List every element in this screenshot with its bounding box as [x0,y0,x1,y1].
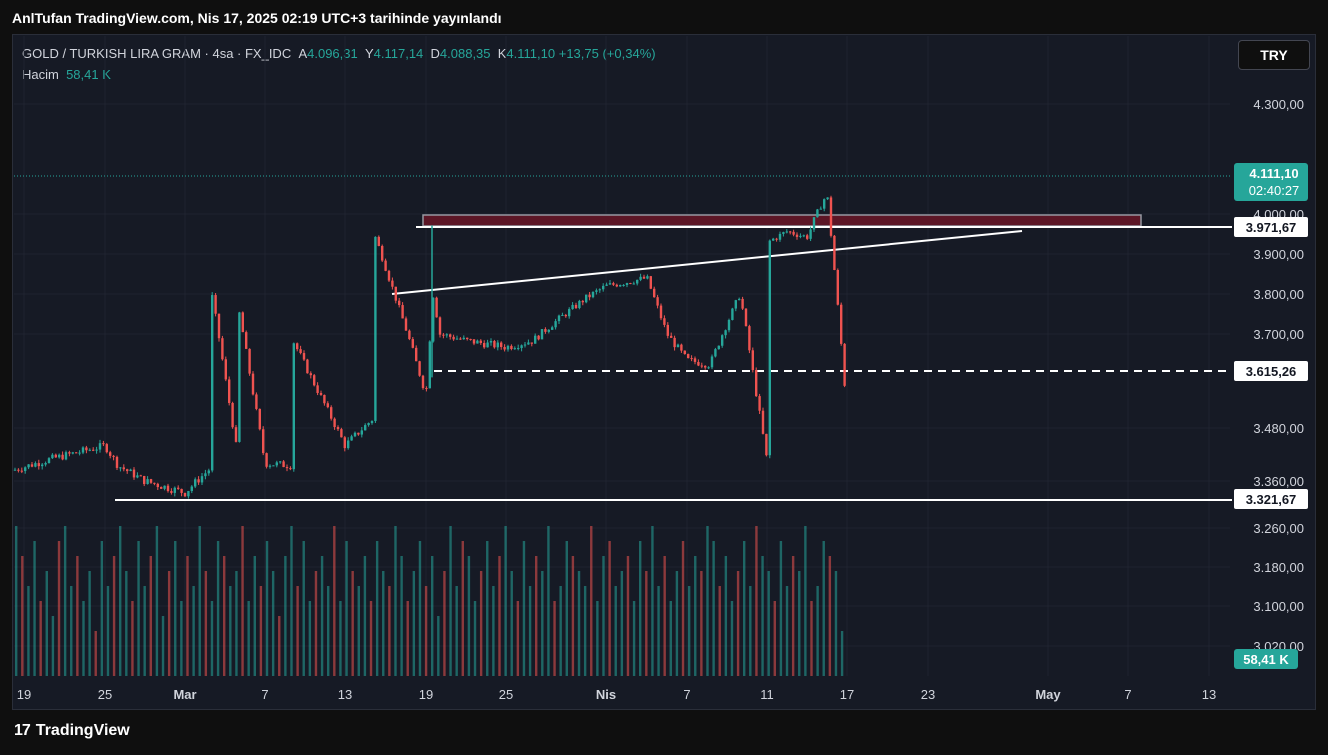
brand-name: TradingView [35,722,130,739]
publish-line: AnlTufan TradingView.com, Nis 17, 2025 0… [12,10,502,26]
close-label: K [497,46,507,61]
change-value: +13,75 (+0,34%) [558,46,656,61]
tradingview-brand[interactable]: 17 TradingView [14,722,130,740]
chart-frame [12,34,1316,710]
close-value: 4.111,10 [506,46,556,61]
symbol-legend: GOLD / TURKISH LIRA GRAM · 4sa · FX_IDC … [22,46,656,61]
high-label: Y [364,46,374,61]
volume-value: 58,41 K [66,67,111,82]
open-value: 4.096,31 [307,46,358,61]
volume-legend: Hacim 58,41 K [22,67,111,82]
tradingview-logo-icon: 17 [14,722,31,739]
low-value: 4.088,35 [439,46,491,61]
volume-label[interactable]: Hacim [22,67,59,82]
currency-button[interactable]: TRY [1238,40,1310,70]
open-label: A [298,46,308,61]
high-value: 4.117,14 [373,46,424,61]
low-label: D [430,46,440,61]
symbol-name[interactable]: GOLD / TURKISH LIRA GRAM · 4sa · FX_IDC [22,46,292,61]
